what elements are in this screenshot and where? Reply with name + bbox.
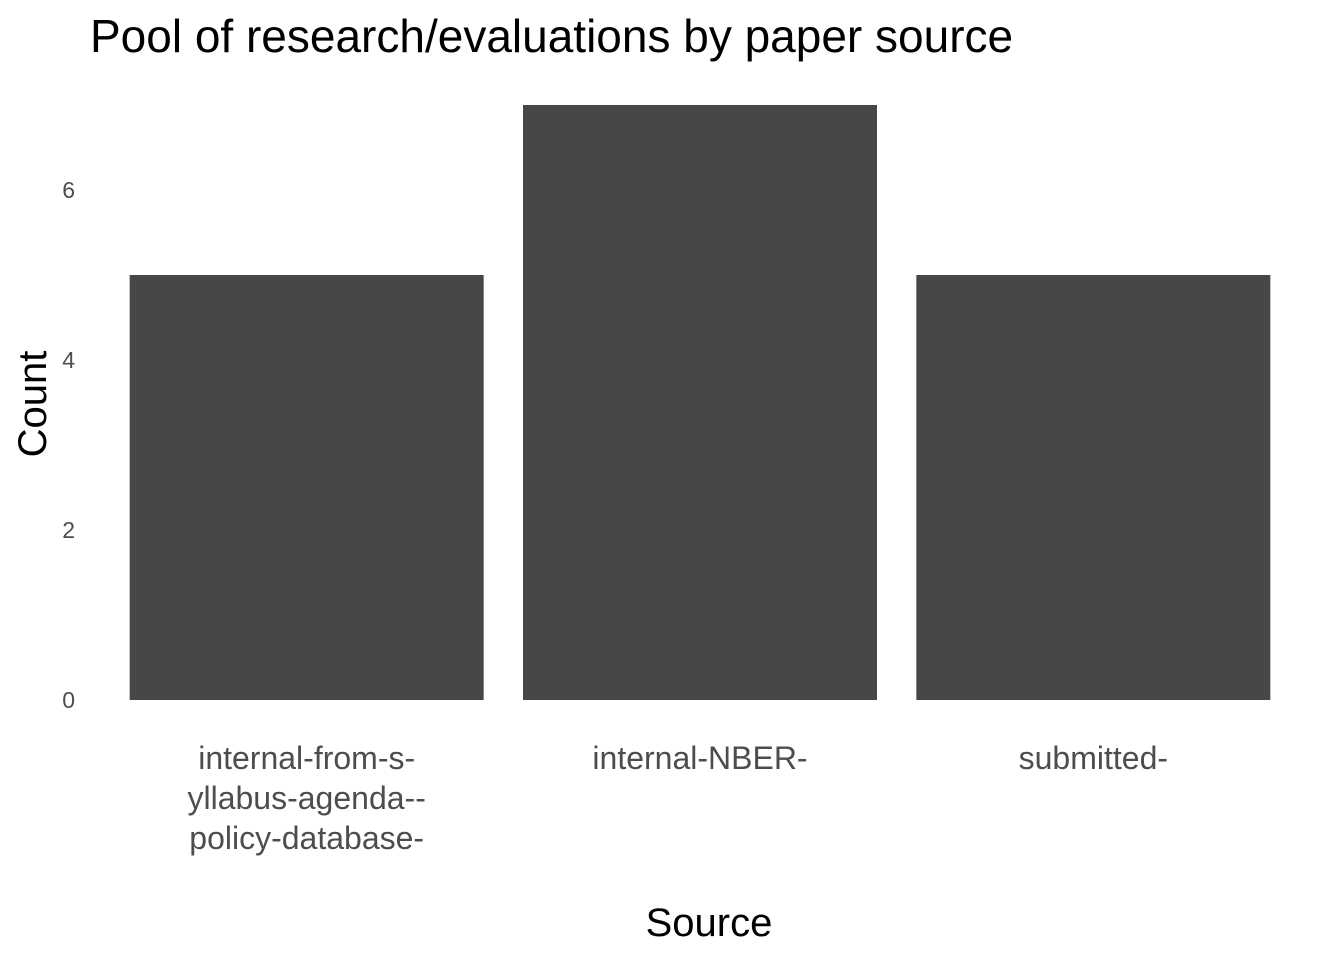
x-tick-label-line: internal-from-s- — [198, 740, 415, 776]
bar — [916, 275, 1271, 700]
x-tick-label-line: submitted- — [1019, 740, 1168, 776]
chart-title: Pool of research/evaluations by paper so… — [90, 10, 1013, 62]
y-tick-label: 6 — [62, 177, 75, 203]
x-tick-label: internal-from-s-yllabus-agenda-- policy-d… — [187, 740, 425, 856]
y-tick-label: 2 — [62, 517, 75, 543]
y-tick-label: 4 — [62, 347, 75, 373]
x-tick-label: submitted- — [1019, 740, 1168, 776]
y-axis-ticks: 0 2 4 6 — [62, 177, 75, 713]
x-tick-label-line: internal-NBER- — [592, 740, 807, 776]
x-axis-title: Source — [646, 901, 773, 945]
bars — [129, 105, 1271, 700]
bar — [523, 105, 877, 700]
bar — [129, 275, 484, 700]
x-tick-label: internal-NBER- — [592, 740, 807, 776]
x-axis-category-labels: internal-from-s-yllabus-agenda-- policy-d… — [187, 740, 1168, 856]
y-tick-label: 0 — [62, 687, 75, 713]
y-axis-title: Count — [11, 351, 55, 458]
x-tick-label-line: yllabus-agenda-- — [187, 780, 425, 816]
x-tick-label-line: policy-database- — [189, 820, 424, 856]
